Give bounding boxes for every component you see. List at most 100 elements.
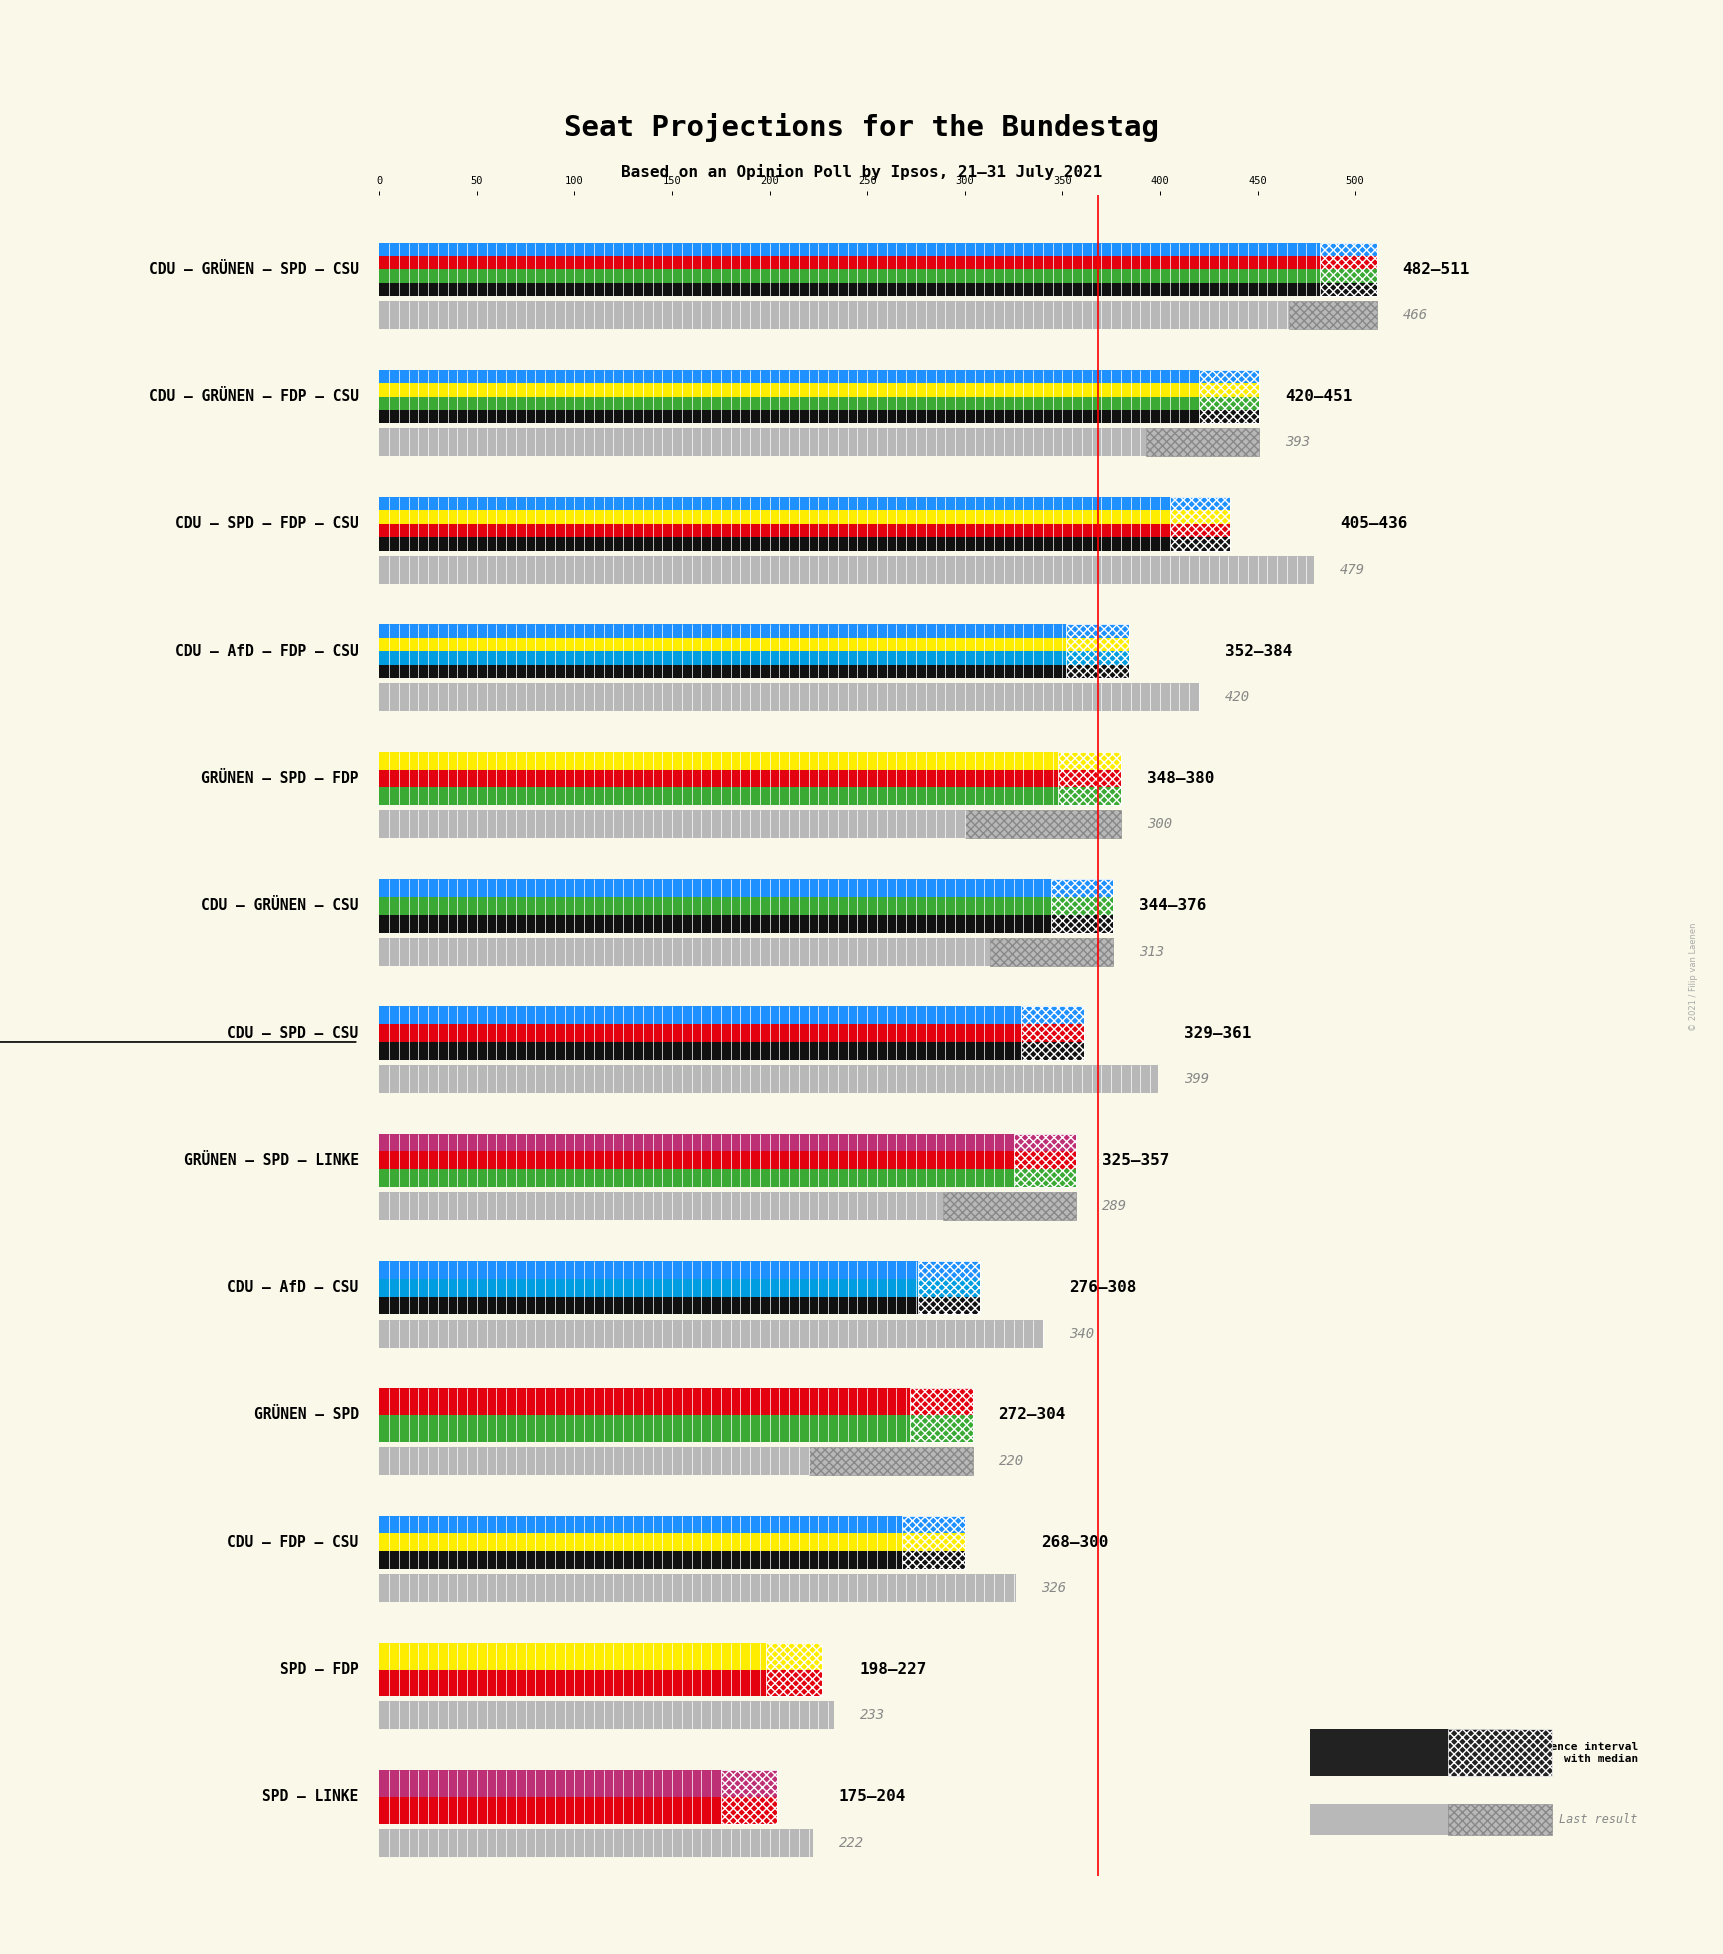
Bar bbox=[379, 428, 1146, 457]
Bar bbox=[1309, 1804, 1516, 1835]
Bar bbox=[379, 1041, 1020, 1059]
Bar bbox=[1320, 242, 1375, 295]
Bar bbox=[942, 1192, 1075, 1219]
Bar bbox=[1020, 1006, 1084, 1059]
Bar bbox=[1020, 1024, 1084, 1041]
Bar bbox=[379, 1551, 901, 1569]
Text: 233: 233 bbox=[860, 1708, 884, 1721]
Text: © 2021 / Filip van Laenen: © 2021 / Filip van Laenen bbox=[1689, 922, 1697, 1032]
Text: 344–376: 344–376 bbox=[1139, 899, 1206, 913]
Bar bbox=[379, 256, 1320, 270]
Bar bbox=[379, 914, 1049, 932]
Bar bbox=[379, 524, 1168, 537]
Text: 348–380: 348–380 bbox=[1146, 772, 1213, 786]
Bar bbox=[379, 1829, 812, 1856]
Bar bbox=[901, 1534, 965, 1551]
Text: 405–436: 405–436 bbox=[1339, 516, 1406, 531]
Bar bbox=[379, 1065, 1158, 1092]
Text: 420: 420 bbox=[1225, 690, 1249, 703]
Bar bbox=[379, 1024, 1020, 1041]
Bar bbox=[1168, 496, 1230, 551]
Bar bbox=[379, 752, 1058, 770]
Bar bbox=[1049, 879, 1113, 932]
Bar bbox=[765, 1643, 822, 1696]
Text: 300: 300 bbox=[1146, 817, 1172, 830]
Bar bbox=[379, 1387, 910, 1415]
Bar bbox=[1020, 1006, 1084, 1024]
Bar bbox=[720, 1798, 777, 1823]
Text: 95% confidence interval
with median: 95% confidence interval with median bbox=[1482, 1741, 1637, 1764]
Text: 313: 313 bbox=[1139, 944, 1163, 959]
Bar bbox=[1447, 1804, 1551, 1835]
Bar bbox=[1058, 752, 1120, 805]
Bar bbox=[379, 555, 1313, 584]
Text: 276–308: 276–308 bbox=[1068, 1280, 1135, 1296]
Bar bbox=[379, 270, 1320, 283]
Bar bbox=[1065, 625, 1129, 637]
Bar bbox=[379, 1192, 942, 1219]
Bar bbox=[379, 684, 1197, 711]
Bar bbox=[379, 1278, 917, 1297]
Bar bbox=[379, 1798, 720, 1823]
Bar bbox=[917, 1260, 980, 1278]
Bar bbox=[379, 1446, 808, 1475]
Bar bbox=[917, 1278, 980, 1297]
Text: 393: 393 bbox=[1285, 436, 1309, 449]
Bar bbox=[379, 1151, 1013, 1168]
Bar bbox=[989, 938, 1113, 965]
Text: CDU – GRÜNEN – SPD – CSU: CDU – GRÜNEN – SPD – CSU bbox=[148, 262, 358, 277]
Bar bbox=[1197, 397, 1260, 410]
Bar bbox=[379, 625, 1065, 637]
Bar bbox=[1168, 510, 1230, 524]
Text: CDU – SPD – CSU: CDU – SPD – CSU bbox=[227, 1026, 358, 1041]
Bar bbox=[379, 1260, 917, 1278]
Bar bbox=[379, 496, 1168, 510]
Bar bbox=[379, 410, 1197, 424]
Text: 420–451: 420–451 bbox=[1285, 389, 1353, 404]
Bar bbox=[910, 1415, 972, 1442]
Bar bbox=[379, 651, 1065, 664]
Bar bbox=[1013, 1151, 1075, 1168]
Bar bbox=[1447, 1729, 1551, 1776]
Bar bbox=[1197, 369, 1260, 383]
Text: SPD – LINKE: SPD – LINKE bbox=[262, 1790, 358, 1804]
Bar bbox=[379, 383, 1197, 397]
Text: CDU – AfD – FDP – CSU: CDU – AfD – FDP – CSU bbox=[174, 643, 358, 658]
Bar bbox=[1058, 752, 1120, 770]
Text: 340: 340 bbox=[1068, 1327, 1094, 1340]
Bar bbox=[379, 1006, 1020, 1024]
Bar bbox=[379, 1669, 765, 1696]
Bar bbox=[901, 1516, 965, 1534]
Text: GRÜNEN – SPD: GRÜNEN – SPD bbox=[253, 1407, 358, 1423]
Bar bbox=[1013, 1168, 1075, 1188]
Bar bbox=[1049, 897, 1113, 914]
Bar bbox=[379, 510, 1168, 524]
Text: 399: 399 bbox=[1184, 1073, 1208, 1086]
Bar bbox=[379, 537, 1168, 551]
Text: 325–357: 325–357 bbox=[1101, 1153, 1168, 1168]
Text: CDU – AfD – CSU: CDU – AfD – CSU bbox=[227, 1280, 358, 1296]
Bar bbox=[379, 301, 1289, 328]
Bar bbox=[1320, 283, 1375, 295]
Text: Last result: Last result bbox=[1559, 1813, 1637, 1825]
Bar bbox=[379, 1319, 1042, 1348]
Bar bbox=[1168, 496, 1230, 510]
Text: 268–300: 268–300 bbox=[1041, 1534, 1108, 1550]
Bar bbox=[720, 1770, 777, 1823]
Bar bbox=[379, 938, 989, 965]
Bar bbox=[720, 1770, 777, 1798]
Text: 479: 479 bbox=[1339, 563, 1365, 576]
Bar bbox=[1197, 383, 1260, 397]
Text: 175–204: 175–204 bbox=[837, 1790, 905, 1804]
Text: 222: 222 bbox=[837, 1835, 863, 1850]
Bar bbox=[901, 1551, 965, 1569]
Text: 482–511: 482–511 bbox=[1403, 262, 1470, 277]
Bar bbox=[1013, 1133, 1075, 1151]
Text: 198–227: 198–227 bbox=[860, 1663, 927, 1677]
Text: 220: 220 bbox=[998, 1454, 1023, 1467]
Text: 329–361: 329–361 bbox=[1184, 1026, 1251, 1041]
Bar bbox=[379, 1643, 765, 1669]
Text: 326: 326 bbox=[1041, 1581, 1067, 1594]
Text: 466: 466 bbox=[1403, 309, 1427, 322]
Text: 352–384: 352–384 bbox=[1225, 643, 1292, 658]
